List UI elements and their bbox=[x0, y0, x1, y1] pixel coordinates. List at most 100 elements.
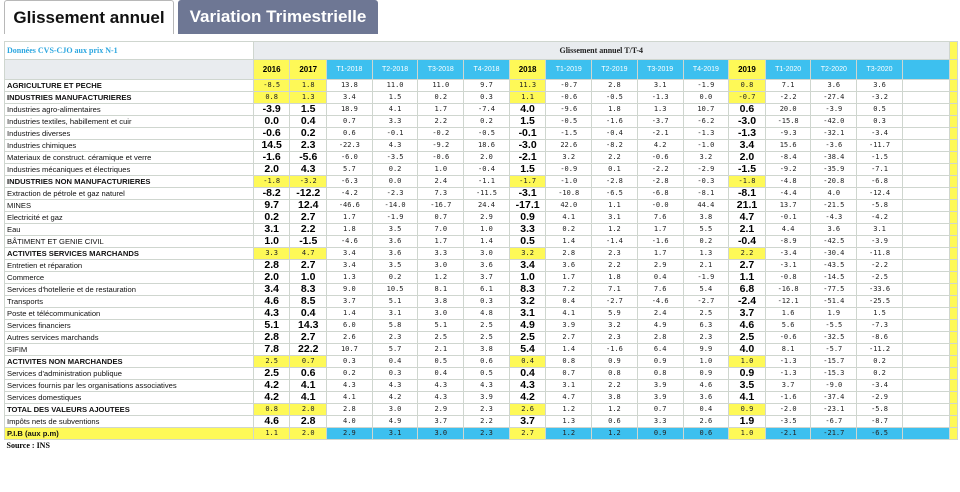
value-cell: 0.9 bbox=[508, 211, 547, 224]
table-row: Industries chimiques 14.5 2.3 -22.3 4.3 -9.2 1… bbox=[4, 139, 958, 152]
table-edge-cell bbox=[948, 319, 958, 332]
value-cell: 2.7 bbox=[289, 259, 328, 272]
empty-cell bbox=[901, 355, 950, 368]
value-cell: 1.0 bbox=[463, 223, 510, 236]
section-row: ACTIVITES NON MARCHANDES 2.5 0.7 0.3 0.4 0.5 0… bbox=[4, 355, 958, 368]
tab-variation-trimestrielle[interactable]: Variation Trimestrielle bbox=[178, 0, 378, 34]
value-cell: -1.7 bbox=[508, 175, 547, 188]
row-label: AGRICULTURE ET PECHE bbox=[4, 79, 254, 92]
value-cell: 1.4 bbox=[545, 235, 593, 248]
value-cell: 3.9 bbox=[636, 391, 684, 404]
empty-cell bbox=[901, 367, 950, 380]
value-cell: 1.3 bbox=[326, 271, 373, 284]
empty-cell bbox=[901, 127, 950, 140]
value-cell: 22.2 bbox=[289, 343, 328, 356]
value-cell: -0.5 bbox=[463, 127, 510, 140]
table-row: Entretien et réparation 2.8 2.7 3.4 3.5 3.0 3.… bbox=[4, 259, 958, 272]
value-cell: 3.0 bbox=[417, 427, 465, 440]
value-cell: 4.9 bbox=[508, 319, 547, 332]
value-cell: -3.1 bbox=[764, 259, 812, 272]
value-cell: -1.3 bbox=[682, 127, 730, 140]
table-edge-cell bbox=[948, 367, 958, 380]
value-cell: 5.1 bbox=[252, 319, 291, 332]
row-label: ACTIVITES SERVICES MARCHANDS bbox=[4, 247, 254, 260]
value-cell: -15.8 bbox=[764, 115, 812, 128]
value-cell: -46.6 bbox=[326, 199, 373, 212]
table-edge-cell bbox=[948, 103, 958, 116]
value-cell: 3.3 bbox=[252, 247, 291, 260]
value-cell: 3.3 bbox=[636, 415, 684, 428]
value-cell: -1.3 bbox=[728, 127, 766, 140]
value-cell: 2.5 bbox=[508, 331, 547, 344]
column-header: 2016 bbox=[252, 59, 291, 80]
value-cell: 0.2 bbox=[371, 271, 419, 284]
value-cell: -2.3 bbox=[371, 187, 419, 200]
value-cell: 2.5 bbox=[682, 307, 730, 320]
value-cell: 0.8 bbox=[545, 355, 593, 368]
value-cell: -12.4 bbox=[856, 187, 903, 200]
value-cell: 3.6 bbox=[810, 79, 858, 92]
value-cell: 4.4 bbox=[764, 223, 812, 236]
value-cell: 15.6 bbox=[764, 139, 812, 152]
value-cell: 0.9 bbox=[682, 367, 730, 380]
table-edge-cell bbox=[948, 307, 958, 320]
empty-cell bbox=[901, 415, 950, 428]
tab-glissement-annuel[interactable]: Glissement annuel bbox=[4, 0, 174, 34]
value-cell: -0.0 bbox=[636, 199, 684, 212]
empty-cell bbox=[901, 91, 950, 104]
section-row: INDUSTRIES NON MANUFACTURIERES -1.8 -3.2 -6… bbox=[4, 175, 958, 188]
value-cell: 2.4 bbox=[636, 307, 684, 320]
value-cell: -3.0 bbox=[508, 139, 547, 152]
value-cell: 4.2 bbox=[371, 391, 419, 404]
value-cell: -42.0 bbox=[810, 115, 858, 128]
table-edge-cell bbox=[948, 151, 958, 164]
value-cell: 11.3 bbox=[508, 79, 547, 92]
table-row: Services d'administration publique 2.5 0.6… bbox=[4, 367, 958, 380]
column-header: T2-2020 bbox=[810, 59, 858, 80]
value-cell: 2.8 bbox=[252, 259, 291, 272]
value-cell: 1.0 bbox=[289, 271, 328, 284]
table-row: Electricité et gaz 0.2 2.7 1.7 -1.9 0.7 2.9 0.9… bbox=[4, 211, 958, 224]
value-cell: 0.9 bbox=[636, 355, 684, 368]
table-edge-cell bbox=[948, 415, 958, 428]
value-cell: 0.7 bbox=[289, 355, 328, 368]
table-edge-cell bbox=[948, 271, 958, 284]
value-cell: -4.6 bbox=[636, 295, 684, 308]
value-cell: 5.7 bbox=[326, 163, 373, 176]
row-label: Services fournis par les organisations a… bbox=[4, 379, 254, 392]
value-cell: 4.3 bbox=[252, 307, 291, 320]
value-cell: 2.6 bbox=[508, 403, 547, 416]
value-cell: 44.4 bbox=[682, 199, 730, 212]
empty-cell bbox=[901, 247, 950, 260]
value-cell: 1.2 bbox=[591, 403, 638, 416]
value-cell: -17.1 bbox=[508, 199, 547, 212]
value-cell: 3.7 bbox=[417, 415, 465, 428]
empty-cell bbox=[901, 403, 950, 416]
value-cell: -3.6 bbox=[810, 139, 858, 152]
table-row: Services financiers 5.1 14.3 6.0 5.8 5.1 2.5 4.… bbox=[4, 319, 958, 332]
value-cell: 2.1 bbox=[682, 259, 730, 272]
value-cell: 3.1 bbox=[252, 223, 291, 236]
value-cell: -5.6 bbox=[289, 151, 328, 164]
column-header: T2-2018 bbox=[371, 59, 419, 80]
row-label: TOTAL DES VALEURS AJOUTEES bbox=[4, 403, 254, 416]
value-cell: 2.3 bbox=[371, 331, 419, 344]
value-cell: -0.7 bbox=[545, 79, 593, 92]
value-cell: 1.0 bbox=[508, 271, 547, 284]
empty-cell bbox=[901, 115, 950, 128]
value-cell: 1.7 bbox=[326, 211, 373, 224]
value-cell: -2.1 bbox=[636, 127, 684, 140]
value-cell: 3.6 bbox=[856, 79, 903, 92]
value-cell: 0.8 bbox=[252, 91, 291, 104]
value-cell: 0.2 bbox=[545, 223, 593, 236]
value-cell: -27.4 bbox=[810, 91, 858, 104]
empty-cell bbox=[901, 319, 950, 332]
value-cell: 2.0 bbox=[252, 163, 291, 176]
value-cell: -1.9 bbox=[682, 271, 730, 284]
value-cell: 13.8 bbox=[326, 79, 373, 92]
value-cell: -0.5 bbox=[591, 91, 638, 104]
value-cell: -5.5 bbox=[810, 319, 858, 332]
value-cell: 3.8 bbox=[417, 295, 465, 308]
value-cell: 14.5 bbox=[252, 139, 291, 152]
value-cell: -2.7 bbox=[591, 295, 638, 308]
